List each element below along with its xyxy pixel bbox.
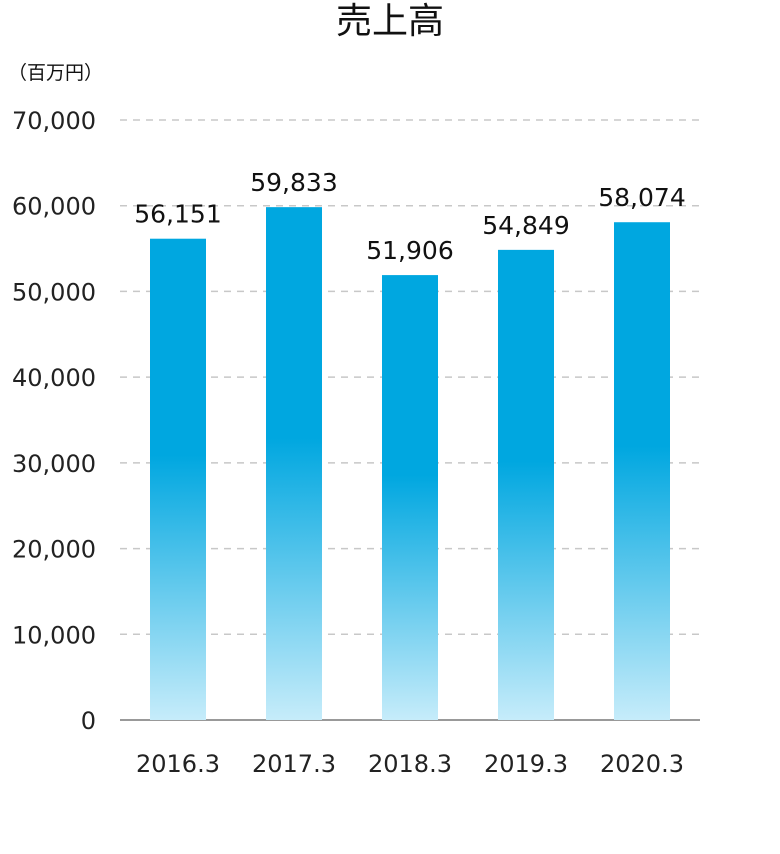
chart-title: 売上高 xyxy=(335,1,444,42)
y-tick-label: 20,000 xyxy=(12,536,96,564)
y-tick-label: 50,000 xyxy=(12,278,96,306)
y-tick-label: 60,000 xyxy=(12,193,96,221)
bars xyxy=(150,207,670,721)
bar xyxy=(150,238,206,720)
bar xyxy=(498,249,554,720)
y-tick-label: 30,000 xyxy=(12,450,96,478)
y-tick-label: 70,000 xyxy=(12,107,96,135)
y-tick-label: 10,000 xyxy=(12,621,96,649)
x-tick-label: 2019.3 xyxy=(484,750,568,778)
bar-value-label: 56,151 xyxy=(134,200,221,229)
x-tick-label: 2016.3 xyxy=(136,750,220,778)
x-tick-label: 2020.3 xyxy=(600,750,684,778)
labels: 0 10,000 20,000 30,000 40,000 50,000 60,000 70,… xyxy=(12,107,686,778)
bar xyxy=(266,207,322,720)
bar xyxy=(382,275,438,720)
y-tick-label: 40,000 xyxy=(12,364,96,392)
bar-value-label: 59,833 xyxy=(250,168,337,197)
bar-value-label: 51,906 xyxy=(366,236,453,265)
x-tick-label: 2017.3 xyxy=(252,750,336,778)
bar-value-label: 54,849 xyxy=(482,211,569,240)
bar xyxy=(614,222,670,721)
unit-label: （百万円） xyxy=(8,62,104,84)
y-tick-label: 0 xyxy=(81,707,96,735)
bar-value-label: 58,074 xyxy=(598,183,685,212)
x-tick-label: 2018.3 xyxy=(368,750,452,778)
